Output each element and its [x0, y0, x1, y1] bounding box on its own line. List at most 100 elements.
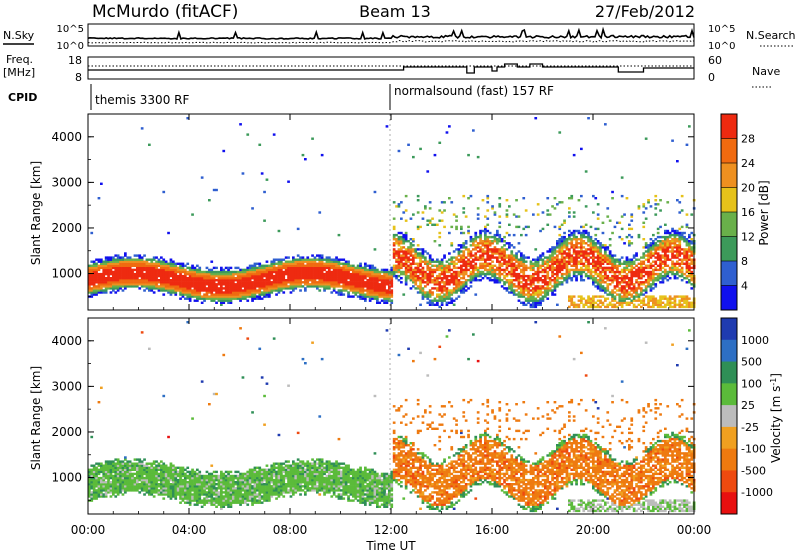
power-cell: [505, 248, 509, 251]
power-cell: [534, 289, 538, 292]
power-cell: [157, 285, 161, 288]
power-cell: [580, 270, 583, 274]
power-cell: [558, 252, 562, 255]
power-cell: [680, 252, 684, 255]
power-cell: [419, 285, 422, 288]
power-cell: [618, 297, 622, 300]
power-cell: [404, 283, 408, 286]
power-cell: [104, 268, 108, 272]
power-cell: [102, 277, 106, 280]
power-cell: [512, 264, 516, 267]
power-cell: [227, 299, 230, 302]
power-cell: [388, 283, 391, 286]
power-cell: [613, 305, 617, 309]
power-cell: [100, 274, 103, 278]
power-cell: [301, 264, 305, 267]
power-cell: [534, 291, 538, 294]
power-cell: [568, 299, 571, 302]
power-cell: [450, 291, 454, 294]
power-cell: [690, 242, 694, 245]
power-cell: [133, 283, 137, 286]
power-cell: [484, 242, 487, 245]
velocity-cell: [112, 487, 115, 490]
power-cell: [251, 266, 254, 270]
power-cell: [532, 281, 535, 284]
power-cell: [95, 270, 98, 274]
power-cell: [556, 277, 559, 280]
power-cell: [208, 199, 211, 202]
power-cell: [656, 244, 660, 247]
power-cell: [575, 277, 578, 280]
power-cell: [263, 190, 266, 194]
power-cell: [311, 260, 314, 263]
power-cell: [152, 279, 156, 282]
power-cell: [241, 277, 245, 280]
power-cell: [484, 268, 487, 272]
power-cell: [272, 133, 276, 136]
power-cell: [486, 197, 490, 200]
power-cell: [184, 285, 187, 288]
power-cell: [421, 272, 425, 276]
power-cell: [539, 270, 542, 274]
power-cell: [623, 293, 626, 296]
power-cell: [397, 279, 401, 282]
power-cell: [673, 274, 677, 278]
power-cell: [472, 240, 475, 243]
power-cell: [428, 303, 432, 306]
power-cell: [601, 289, 605, 292]
power-cell: [541, 227, 545, 231]
power-cell: [234, 277, 238, 280]
power-cell: [337, 264, 341, 267]
power-cell: [668, 301, 672, 304]
power-cell: [596, 248, 600, 251]
power-cell: [620, 295, 624, 298]
power-cell: [150, 279, 154, 282]
power-cell: [457, 270, 461, 274]
power-cell: [464, 285, 468, 288]
power-cell: [563, 242, 566, 245]
velocity-cell: [97, 487, 101, 490]
power-cell: [390, 270, 394, 274]
power-cell: [481, 199, 485, 202]
power-cell: [282, 287, 286, 290]
power-cell: [119, 274, 122, 278]
velocity-cell: [119, 478, 122, 482]
power-cell: [594, 264, 598, 267]
power-cell: [332, 285, 336, 288]
power-cell: [253, 297, 257, 300]
power-cell: [304, 287, 307, 290]
power-cell: [145, 287, 149, 290]
power-cell: [148, 289, 151, 292]
power-cell: [284, 283, 288, 286]
power-cell: [577, 305, 581, 309]
power-cell: [510, 250, 514, 253]
power-cell: [361, 293, 365, 296]
power-cell: [572, 153, 576, 157]
power-cell: [253, 268, 257, 272]
power-cell: [184, 279, 187, 282]
power-cell: [613, 254, 617, 257]
power-cell: [656, 279, 660, 282]
power-cell: [366, 287, 370, 290]
power-cell: [536, 203, 540, 206]
power-cell: [678, 246, 682, 249]
power-cell: [455, 256, 458, 259]
power-cell: [592, 244, 595, 247]
power-cell: [680, 295, 684, 298]
power-cell: [647, 250, 650, 253]
power-cell: [688, 250, 691, 253]
power-cell: [383, 289, 386, 292]
power-cell: [556, 240, 559, 243]
power-cell: [176, 270, 180, 274]
power-cell: [443, 201, 446, 204]
power-cell: [647, 277, 650, 280]
power-cell: [344, 285, 348, 288]
power-cell: [690, 238, 694, 241]
power-cell: [611, 279, 614, 282]
power-cell: [534, 305, 538, 309]
power-cell: [659, 199, 662, 202]
power-cell: [136, 254, 139, 257]
power-cell: [596, 283, 600, 286]
power-cell: [690, 274, 694, 278]
power-cell: [668, 231, 672, 235]
